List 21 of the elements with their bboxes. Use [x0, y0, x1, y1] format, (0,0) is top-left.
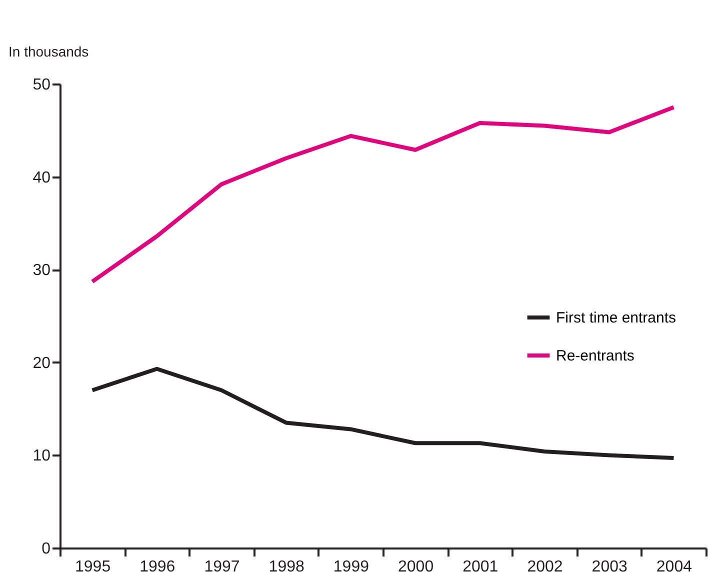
- x-tick-label: 2000: [398, 558, 434, 576]
- x-tick-label: 1999: [333, 558, 370, 576]
- x-tick-label: 1997: [204, 558, 240, 576]
- x-tick-label: 1998: [268, 558, 304, 576]
- y-tick-label: 10: [32, 448, 51, 465]
- x-tick-label: 2003: [592, 558, 628, 576]
- y-tick-label: 40: [32, 169, 51, 186]
- x-tick-label: 1995: [75, 558, 111, 576]
- legend-label: Re-entrants: [556, 348, 634, 365]
- y-tick-label: 50: [32, 76, 51, 94]
- line-series: [90, 366, 676, 460]
- x-tick-label: 2002: [527, 558, 563, 576]
- legend-label: First time entrants: [556, 310, 676, 327]
- line-series: [90, 105, 676, 284]
- y-tick-label: 0: [42, 540, 51, 558]
- y-tick-label: 30: [32, 262, 51, 280]
- x-tick-label: 2004: [656, 558, 692, 576]
- x-tick-label: 2001: [462, 558, 498, 576]
- y-tick-label: 20: [32, 354, 51, 372]
- y-axis-title: In thousands: [8, 44, 89, 60]
- x-tick-label: 1996: [140, 558, 176, 576]
